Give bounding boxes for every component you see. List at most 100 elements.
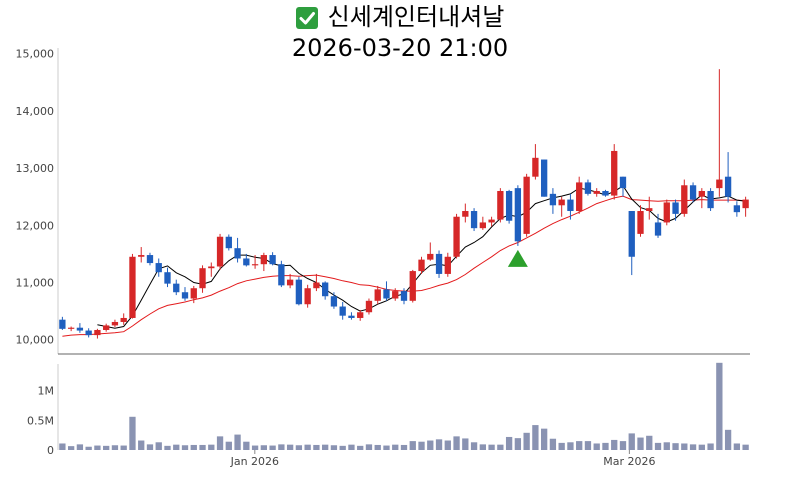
candle-body bbox=[278, 264, 285, 286]
candle-body bbox=[724, 176, 732, 197]
volume-bar bbox=[111, 445, 119, 450]
volume-bar bbox=[383, 445, 390, 450]
volume-bar bbox=[146, 444, 154, 450]
candle-body bbox=[453, 216, 460, 257]
volume-bar bbox=[155, 442, 162, 450]
volume-bar bbox=[549, 438, 557, 450]
volume-bar bbox=[619, 441, 627, 450]
volume-bar bbox=[716, 362, 723, 450]
candle-body bbox=[234, 248, 241, 259]
candle-body bbox=[672, 202, 679, 214]
candle bbox=[462, 203, 469, 223]
candle bbox=[339, 301, 346, 320]
candle-body bbox=[637, 211, 644, 234]
candle bbox=[392, 288, 399, 301]
candle bbox=[663, 199, 670, 226]
volume-bar bbox=[234, 434, 241, 450]
candle-body bbox=[190, 288, 197, 299]
volume-bar bbox=[689, 444, 697, 450]
candle bbox=[409, 269, 416, 303]
candle bbox=[514, 185, 522, 246]
candle bbox=[357, 309, 364, 321]
candle-body bbox=[523, 176, 530, 234]
candle bbox=[444, 252, 451, 277]
candle-body bbox=[374, 289, 381, 301]
candle-body bbox=[76, 327, 84, 331]
candle-body bbox=[304, 288, 311, 305]
volume-bar bbox=[742, 444, 749, 450]
volume-bar bbox=[278, 444, 285, 450]
candle-body bbox=[348, 315, 355, 318]
volume-bar bbox=[672, 443, 679, 450]
volume-bar bbox=[339, 445, 346, 450]
candle-body bbox=[67, 327, 75, 329]
volume-bar bbox=[724, 429, 732, 450]
candle-body bbox=[173, 283, 180, 293]
candle-body bbox=[593, 190, 600, 194]
candle-body bbox=[155, 263, 162, 273]
candle bbox=[418, 256, 425, 274]
candle-body bbox=[251, 264, 259, 266]
price-tick-label: 14,000 bbox=[16, 105, 55, 118]
volume-bar bbox=[304, 444, 311, 450]
volume-bar bbox=[365, 444, 373, 450]
candle-body bbox=[488, 219, 495, 223]
price-tick-label: 13,000 bbox=[16, 162, 55, 175]
volume-bar bbox=[444, 440, 451, 450]
candle bbox=[716, 69, 723, 197]
volume-bar bbox=[103, 445, 110, 450]
stock-name: 신세계인터내셔날 bbox=[327, 3, 505, 31]
candle-body bbox=[689, 185, 697, 200]
candle bbox=[278, 260, 285, 288]
candle bbox=[505, 189, 513, 224]
volume-tick-label: 0 bbox=[47, 444, 54, 457]
candle bbox=[251, 255, 259, 269]
volume-bar bbox=[593, 443, 600, 450]
volume-bar bbox=[584, 441, 592, 450]
volume-bar bbox=[540, 428, 548, 450]
candle-body bbox=[392, 291, 399, 299]
candle-body bbox=[103, 325, 110, 330]
volume-bar bbox=[733, 443, 741, 450]
candle bbox=[602, 189, 609, 197]
candle-body bbox=[576, 182, 583, 212]
candle bbox=[348, 312, 355, 320]
candle bbox=[558, 196, 565, 217]
buy-signal-marker bbox=[507, 249, 528, 267]
candle bbox=[479, 216, 486, 230]
candle-body bbox=[313, 282, 320, 289]
candle-body bbox=[427, 253, 434, 260]
candle-body bbox=[681, 185, 688, 214]
candle-body bbox=[357, 312, 364, 318]
candle bbox=[208, 262, 215, 277]
candle bbox=[689, 182, 697, 203]
candle bbox=[129, 253, 136, 319]
candle bbox=[593, 188, 600, 197]
candle-body bbox=[628, 211, 635, 257]
volume-bar bbox=[173, 444, 180, 450]
volume-bar bbox=[427, 440, 434, 450]
candle bbox=[155, 258, 162, 277]
candle bbox=[286, 273, 294, 289]
candle bbox=[532, 144, 539, 180]
candle bbox=[488, 216, 495, 227]
candle-body bbox=[243, 258, 250, 266]
volume-bar bbox=[435, 439, 443, 450]
candle-body bbox=[698, 190, 705, 197]
candle bbox=[470, 208, 478, 232]
volume-bar bbox=[260, 445, 268, 450]
candle-body bbox=[129, 256, 136, 318]
candle bbox=[103, 323, 110, 332]
volume-bar bbox=[357, 445, 364, 450]
volume-bar bbox=[295, 445, 303, 450]
candle bbox=[269, 252, 276, 266]
candle-body bbox=[619, 176, 627, 189]
candle bbox=[742, 196, 749, 217]
volume-bar bbox=[190, 444, 197, 450]
volume-bar bbox=[602, 442, 609, 450]
volume-bar bbox=[654, 442, 662, 450]
candle bbox=[243, 253, 250, 267]
candle bbox=[199, 265, 206, 293]
volume-bar bbox=[322, 444, 329, 450]
volume-tick-label: 1M bbox=[38, 385, 55, 398]
